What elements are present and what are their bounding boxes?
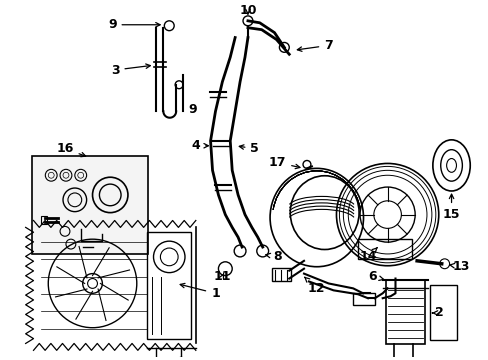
Text: 8: 8 <box>265 251 281 264</box>
Text: 14: 14 <box>359 248 377 264</box>
Bar <box>32 156 147 254</box>
Bar <box>41 216 47 224</box>
Text: 7: 7 <box>297 39 332 52</box>
Bar <box>357 239 411 259</box>
Text: 4: 4 <box>191 139 208 152</box>
Text: 11: 11 <box>213 270 231 283</box>
Bar <box>146 232 190 338</box>
Bar <box>271 268 291 282</box>
Text: 16: 16 <box>56 142 85 157</box>
Text: 12: 12 <box>304 277 325 295</box>
Text: 13: 13 <box>448 260 469 273</box>
Text: 9: 9 <box>188 103 197 116</box>
Text: 17: 17 <box>268 156 299 169</box>
Bar <box>352 293 374 305</box>
Text: 9: 9 <box>108 18 160 31</box>
Text: 3: 3 <box>111 63 150 77</box>
Text: 5: 5 <box>239 142 259 155</box>
Text: 15: 15 <box>442 194 459 221</box>
Text: 2: 2 <box>431 306 443 319</box>
Text: 6: 6 <box>368 270 383 283</box>
Text: 10: 10 <box>239 4 256 18</box>
Text: 1: 1 <box>180 283 220 300</box>
Bar <box>429 285 456 339</box>
Bar <box>385 280 424 345</box>
